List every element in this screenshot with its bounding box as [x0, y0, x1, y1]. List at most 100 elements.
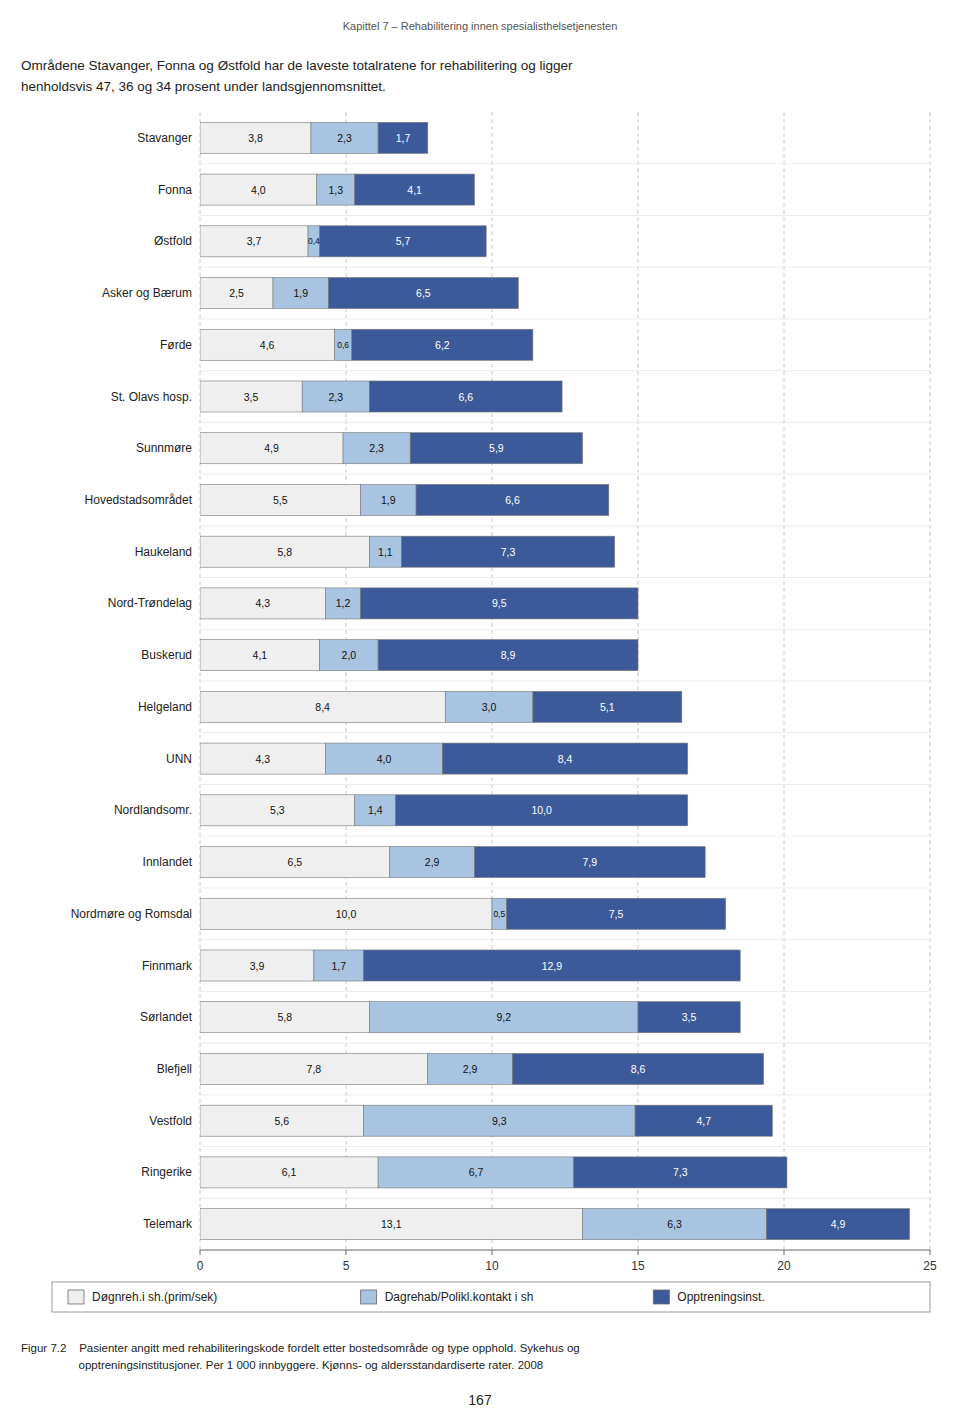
row-separator	[200, 1146, 930, 1147]
data-label: 3,5	[244, 391, 259, 403]
data-label: 6,6	[458, 391, 473, 403]
data-label: 6,3	[667, 1218, 682, 1230]
row-separator	[200, 1043, 930, 1044]
bar-segment	[200, 1157, 378, 1188]
data-label: 4,0	[251, 184, 266, 196]
data-label: 2,3	[369, 442, 384, 454]
y-axis: Stavanger Fonna Østfold Asker og Bærum Førde…	[71, 131, 193, 1231]
category-label: Blefjell	[157, 1062, 192, 1076]
category-label: Ringerike	[141, 1165, 192, 1179]
category-label: Asker og Bærum	[102, 286, 192, 300]
row-separator	[200, 318, 930, 319]
bar-segment	[352, 329, 533, 360]
data-label: 8,6	[631, 1063, 646, 1075]
data-label: 6,5	[416, 287, 431, 299]
category-label: Nord-Trøndelag	[108, 596, 192, 610]
x-tick	[200, 1250, 201, 1255]
data-label: 8,4	[315, 701, 330, 713]
row-separator	[200, 887, 930, 888]
data-label: 6,6	[505, 494, 520, 506]
data-label: 7,3	[673, 1166, 688, 1178]
category-label: Fonna	[158, 183, 192, 197]
data-label: 2,0	[342, 649, 357, 661]
data-label: 3,5	[682, 1011, 697, 1023]
bar-segment	[474, 847, 705, 878]
row-separator	[200, 732, 930, 733]
bar-segment	[492, 898, 507, 929]
bar-segment	[638, 1002, 740, 1033]
data-label: 5,3	[270, 804, 285, 816]
x-tick-label: 0	[197, 1259, 204, 1273]
data-label: 5,7	[396, 235, 411, 247]
category-label: Førde	[160, 338, 192, 352]
bar-segment	[200, 536, 369, 567]
x-tick-label: 25	[923, 1259, 937, 1273]
legend: Døgnreh.i sh.(prim/sek)Dagrehab/Polikl.k…	[52, 1282, 930, 1312]
intro-text: henholdsvis 47, 36 og 34 prosent under l…	[21, 79, 386, 94]
row-separator	[200, 163, 930, 164]
data-label: 5,8	[277, 546, 292, 558]
category-label: Hovedstadsområdet	[85, 493, 193, 507]
bar-segment	[416, 484, 609, 515]
bar-segment	[355, 174, 475, 205]
bar-segment	[326, 743, 443, 774]
data-label: 5,5	[273, 494, 288, 506]
data-label: 1,1	[378, 546, 393, 558]
data-label: 4,6	[260, 339, 275, 351]
x-tick-label: 15	[631, 1259, 645, 1273]
chart-root: Kapittel 7 – Rehabilitering innen spesia…	[0, 0, 960, 1425]
data-label: 6,7	[469, 1166, 484, 1178]
bar-segment	[200, 226, 308, 257]
data-label: 2,9	[463, 1063, 478, 1075]
data-label: 0,6	[337, 340, 349, 350]
bar-segment	[390, 847, 475, 878]
x-tick	[930, 1250, 931, 1255]
data-label: 2,3	[337, 132, 352, 144]
data-label: 7,5	[609, 908, 624, 920]
bar-segment	[273, 278, 328, 309]
data-label: 9,2	[496, 1011, 511, 1023]
row-separator	[200, 215, 930, 216]
category-label: Østfold	[154, 234, 192, 248]
data-label: 6,1	[282, 1166, 297, 1178]
x-tick	[492, 1250, 493, 1255]
legend-box	[52, 1282, 930, 1312]
bar-segment	[200, 1105, 364, 1136]
data-label: 4,1	[253, 649, 268, 661]
category-label: Haukeland	[135, 545, 192, 559]
x-tick	[784, 1250, 785, 1255]
bar-segment	[302, 381, 369, 412]
data-label: 6,5	[288, 856, 303, 868]
bar-segment	[200, 174, 317, 205]
data-label: 8,9	[501, 649, 516, 661]
row-separator	[200, 784, 930, 785]
data-label: 1,2	[336, 597, 351, 609]
category-label: Helgeland	[138, 700, 192, 714]
data-label: 5,6	[274, 1115, 289, 1127]
legend-swatch	[68, 1290, 84, 1304]
legend-label: Dagrehab/Polikl.kontakt i sh	[385, 1290, 534, 1304]
data-label: 0,4	[308, 236, 320, 246]
bar-segment	[369, 536, 401, 567]
data-label: 4,3	[255, 597, 270, 609]
data-label: 1,7	[396, 132, 411, 144]
category-label: Nordmøre og Romsdal	[71, 907, 192, 921]
bar-segment	[364, 950, 741, 981]
data-label: 4,9	[831, 1218, 846, 1230]
data-label: 12,9	[542, 960, 563, 972]
row-separator	[200, 267, 930, 268]
category-label: Sunnmøre	[136, 441, 192, 455]
category-label: Stavanger	[137, 131, 192, 145]
data-label: 1,4	[368, 804, 383, 816]
bar-segment	[378, 122, 428, 153]
data-label: 5,9	[489, 442, 504, 454]
bar-segment	[574, 1157, 787, 1188]
category-label: UNN	[166, 752, 192, 766]
bar-segment	[583, 1209, 767, 1240]
bar-segment	[334, 329, 352, 360]
bar-segment	[343, 433, 410, 464]
data-label: 4,7	[696, 1115, 711, 1127]
category-label: Finnmark	[142, 959, 193, 973]
x-tick	[638, 1250, 639, 1255]
legend-label: Opptreningsinst.	[677, 1290, 764, 1304]
